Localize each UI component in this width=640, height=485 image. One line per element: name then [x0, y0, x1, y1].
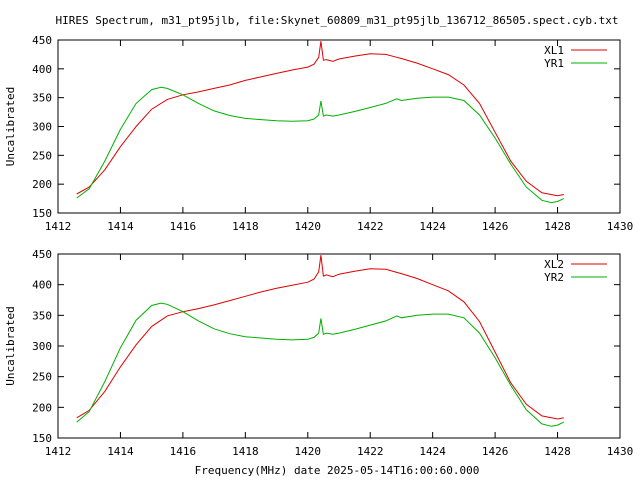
x-tick-label: 1426: [482, 220, 509, 233]
x-tick-label: 1430: [607, 445, 634, 458]
series-line-xl2: [76, 255, 564, 420]
x-tick-label: 1412: [45, 445, 72, 458]
x-tick-label: 1416: [170, 220, 197, 233]
y-tick-label: 400: [32, 279, 52, 292]
plot-frame-2: [57, 253, 621, 439]
x-tick-label: 1420: [295, 220, 322, 233]
x-tick-label: 1430: [607, 220, 634, 233]
y-tick-label: 150: [32, 207, 52, 220]
series-line-xl1: [76, 41, 564, 197]
x-tick-label: 1414: [107, 445, 134, 458]
y-tick-label: 400: [32, 63, 52, 76]
y-tick-label: 200: [32, 401, 52, 414]
x-tick-label: 1428: [544, 220, 571, 233]
x-tick-label: 1416: [170, 445, 197, 458]
legend-label: YR1: [544, 57, 564, 70]
x-tick-label: 1428: [544, 445, 571, 458]
y-tick-label: 350: [32, 92, 52, 105]
x-tick-label: 1414: [107, 220, 134, 233]
x-tick-label: 1412: [45, 220, 72, 233]
y-tick-label: 450: [32, 34, 52, 47]
y-axis-label: Uncalibrated: [4, 87, 17, 166]
y-tick-label: 300: [32, 340, 52, 353]
legend-label: XL2: [544, 258, 564, 271]
x-tick-label: 1424: [419, 445, 446, 458]
y-axis-label: Uncalibrated: [4, 306, 17, 385]
chart-title: HIRES Spectrum, m31_pt95jlb, file:Skynet…: [56, 14, 619, 27]
x-tick-label: 1420: [295, 445, 322, 458]
x-tick-label: 1422: [357, 220, 384, 233]
y-tick-label: 250: [32, 371, 52, 384]
x-axis-label: Frequency(MHz) date 2025-05-14T16:00:60.…: [195, 464, 480, 477]
y-tick-label: 150: [32, 432, 52, 445]
y-tick-label: 350: [32, 309, 52, 322]
x-tick-label: 1424: [419, 220, 446, 233]
x-tick-label: 1426: [482, 445, 509, 458]
x-tick-label: 1422: [357, 445, 384, 458]
legend-label: XL1: [544, 44, 564, 57]
y-tick-label: 300: [32, 121, 52, 134]
x-tick-label: 1418: [232, 220, 259, 233]
y-tick-label: 450: [32, 248, 52, 261]
legend-label: YR2: [544, 271, 564, 284]
series-line-yr2: [76, 302, 565, 427]
plot-frame-1: [57, 39, 621, 214]
y-tick-label: 250: [32, 149, 52, 162]
y-tick-label: 200: [32, 178, 52, 191]
series-line-yr1: [76, 86, 565, 204]
x-tick-label: 1418: [232, 445, 259, 458]
